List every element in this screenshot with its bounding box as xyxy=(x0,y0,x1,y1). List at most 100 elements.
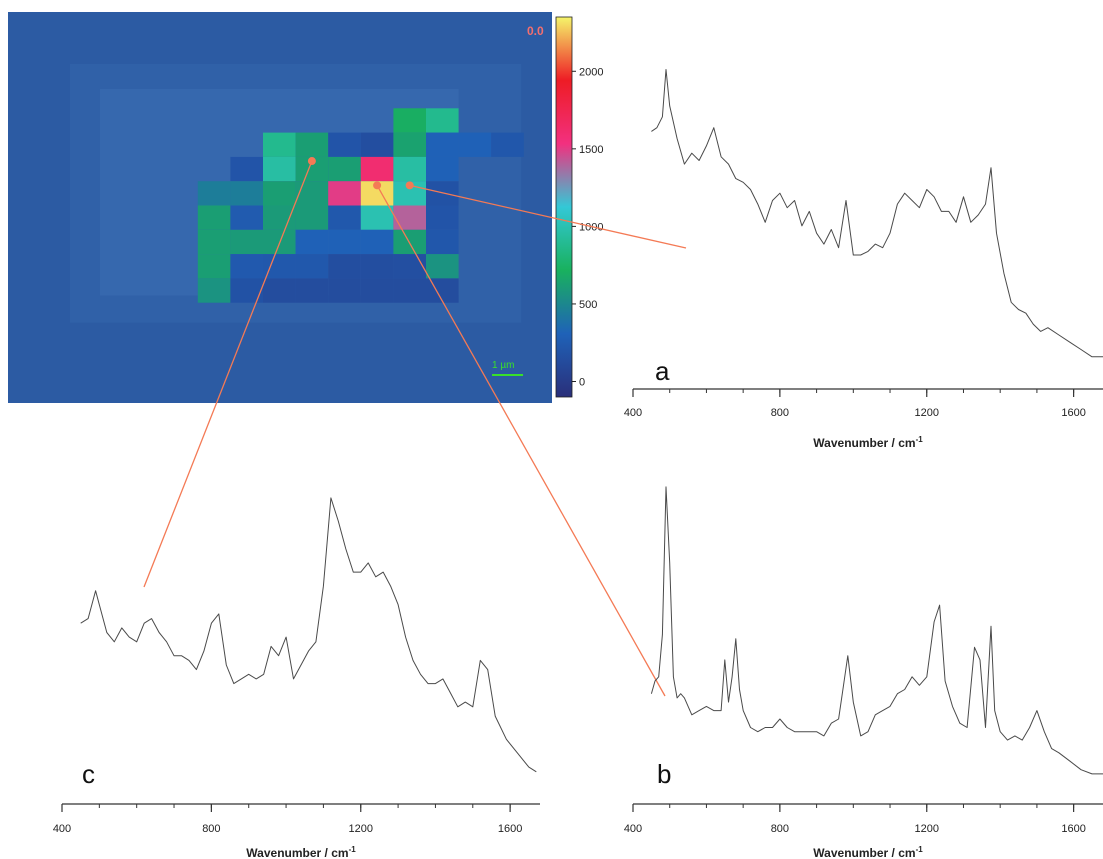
map-cell xyxy=(230,229,263,255)
spectrum-c-panel: 400 800 1200 1600 Wavenumber / cm-1 c xyxy=(53,497,540,859)
map-cell xyxy=(360,205,394,230)
map-cell xyxy=(360,278,394,303)
x-axis-label-text: Wavenumber / cm xyxy=(246,846,348,859)
map-cell xyxy=(393,278,426,303)
map-cell xyxy=(426,229,459,255)
map-cell xyxy=(393,205,426,230)
map-cell xyxy=(328,181,361,206)
map-cell xyxy=(263,229,296,255)
map-corner-label: 0.0 xyxy=(527,24,544,38)
map-cell xyxy=(393,108,426,133)
x-axis-label: Wavenumber / cm-1 xyxy=(813,435,923,450)
x-tick-label: 1200 xyxy=(915,407,939,419)
map-cell xyxy=(360,132,394,157)
raman-map-panel: 0.0 1 µm xyxy=(8,12,552,403)
map-cell xyxy=(426,254,459,279)
x-tick-label: 1200 xyxy=(349,823,373,835)
map-cell xyxy=(230,254,263,279)
map-cell xyxy=(197,181,231,206)
map-cell xyxy=(491,132,524,157)
colorbar-gradient xyxy=(555,16,573,398)
map-cell xyxy=(295,132,329,157)
colorbar-tick-label: 500 xyxy=(579,299,597,311)
spectrum-b-panel: 400 800 1200 1600 Wavenumber / cm-1 b xyxy=(624,486,1103,859)
x-tick-label: 800 xyxy=(771,823,789,835)
leader-line xyxy=(143,160,313,588)
map-cell xyxy=(295,205,329,230)
colorbar-tick-label: 1500 xyxy=(579,144,603,156)
map-cell xyxy=(263,205,296,230)
x-tick-label: 400 xyxy=(624,407,642,419)
x-axis-label-text: Wavenumber / cm xyxy=(813,846,915,859)
map-cell xyxy=(263,254,296,279)
map-cell xyxy=(263,278,296,303)
map-cell xyxy=(328,132,361,157)
map-cell xyxy=(328,156,361,182)
leader-lines xyxy=(143,157,687,697)
leader-line xyxy=(376,185,666,697)
map-cell xyxy=(393,132,426,157)
colorbar-tick-label: 1000 xyxy=(579,221,603,233)
map-cell xyxy=(263,181,296,206)
map-cell xyxy=(295,254,329,279)
panel-label: b xyxy=(657,759,671,789)
map-cell xyxy=(426,132,459,157)
map-cell xyxy=(393,254,426,279)
colorbar: 0 500 1000 1500 2000 xyxy=(555,16,603,398)
map-cell xyxy=(295,181,329,206)
map-cell xyxy=(295,229,329,255)
map-cell xyxy=(263,156,296,182)
map-cell xyxy=(328,229,361,255)
x-tick-label: 1600 xyxy=(1061,407,1085,419)
map-cell xyxy=(295,278,329,303)
x-axis-label-superscript: -1 xyxy=(916,845,924,854)
colorbar-tick-label: 0 xyxy=(579,376,585,388)
map-cell xyxy=(230,156,263,182)
x-axis-label-superscript: -1 xyxy=(916,435,924,444)
x-tick-label: 800 xyxy=(771,407,789,419)
spectrum-a-panel: 400 800 1200 1600 Wavenumber / cm-1 a xyxy=(624,69,1103,450)
map-cell xyxy=(230,205,263,230)
x-tick-label: 1200 xyxy=(915,823,939,835)
map-cell xyxy=(426,205,459,230)
map-cell xyxy=(328,278,361,303)
spectrum-line xyxy=(650,486,1103,775)
x-tick-label: 1600 xyxy=(498,823,522,835)
map-cell xyxy=(197,254,231,279)
map-cell xyxy=(458,132,492,157)
map-cells xyxy=(197,108,524,303)
map-cell xyxy=(197,229,231,255)
spectrum-line xyxy=(80,497,537,773)
map-cell xyxy=(197,278,231,303)
colorbar-ticks: 0 500 1000 1500 2000 xyxy=(572,66,603,388)
map-cell xyxy=(360,156,394,182)
map-marker xyxy=(373,181,382,190)
x-axis-label-superscript: -1 xyxy=(349,845,357,854)
x-axis-label: Wavenumber / cm-1 xyxy=(813,845,923,859)
colorbar-tick-label: 2000 xyxy=(579,66,603,78)
map-cell xyxy=(263,132,296,157)
map-cell xyxy=(393,156,426,182)
x-tick-label: 800 xyxy=(202,823,220,835)
x-tick-label: 400 xyxy=(624,823,642,835)
scale-bar-label: 1 µm xyxy=(492,360,514,371)
map-marker xyxy=(307,157,316,166)
map-cell xyxy=(360,254,394,279)
x-tick-label: 400 xyxy=(53,823,71,835)
panel-label: a xyxy=(655,356,670,386)
map-cell xyxy=(328,205,361,230)
x-axis-label-text: Wavenumber / cm xyxy=(813,436,915,450)
map-cell xyxy=(426,156,459,182)
leader-line xyxy=(409,184,687,249)
x-tick-label: 1600 xyxy=(1061,823,1085,835)
map-cell xyxy=(328,254,361,279)
map-cell xyxy=(360,229,394,255)
panel-label: c xyxy=(82,759,95,789)
spectrum-line xyxy=(651,69,1103,358)
map-cell xyxy=(230,181,263,206)
map-cell xyxy=(197,205,231,230)
x-axis-label: Wavenumber / cm-1 xyxy=(246,845,356,859)
map-marker xyxy=(405,181,414,190)
map-cell xyxy=(426,108,459,133)
